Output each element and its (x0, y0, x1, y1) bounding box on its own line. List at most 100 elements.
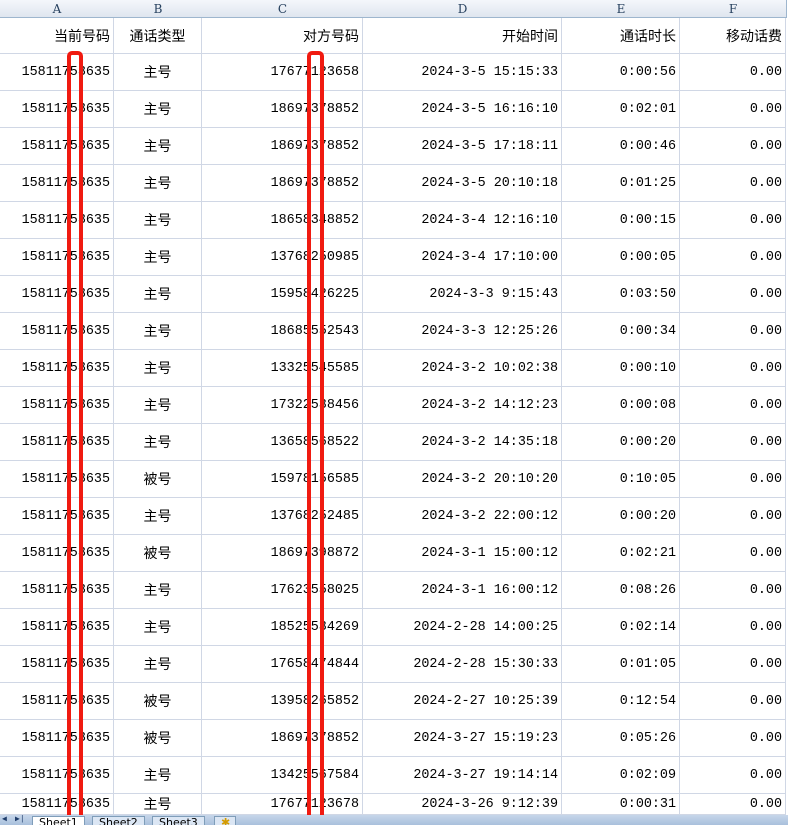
cell-start-time[interactable]: 2024-3-5 20:10:18 (363, 165, 562, 202)
cell-call-type[interactable]: 主号 (114, 239, 202, 276)
cell-start-time[interactable]: 2024-3-1 15:00:12 (363, 535, 562, 572)
cell-call-type[interactable]: 主号 (114, 202, 202, 239)
cell-other-number[interactable]: 17623558025 (202, 572, 363, 609)
cell-duration[interactable]: 0:00:20 (562, 424, 680, 461)
cell-call-type[interactable]: 被号 (114, 535, 202, 572)
cell-mobile-fee[interactable]: 0.00 (680, 350, 786, 387)
cell-duration[interactable]: 0:02:01 (562, 91, 680, 128)
header-start-time[interactable]: 开始时间 (363, 18, 562, 54)
prev-sheet-icon[interactable]: ◀ (2, 815, 7, 824)
column-header-a[interactable]: A (0, 0, 115, 18)
cell-current-number[interactable]: 15811753635 (0, 239, 114, 276)
cell-other-number[interactable]: 13325545585 (202, 350, 363, 387)
header-other-number[interactable]: 对方号码 (202, 18, 363, 54)
header-duration[interactable]: 通话时长 (562, 18, 680, 54)
cell-duration[interactable]: 0:08:26 (562, 572, 680, 609)
cell-duration[interactable]: 0:00:31 (562, 794, 680, 815)
cell-start-time[interactable]: 2024-3-27 15:19:23 (363, 720, 562, 757)
cell-start-time[interactable]: 2024-3-2 20:10:20 (363, 461, 562, 498)
cell-mobile-fee[interactable]: 0.00 (680, 757, 786, 794)
cell-duration[interactable]: 0:02:09 (562, 757, 680, 794)
cell-current-number[interactable]: 15811753635 (0, 128, 114, 165)
cell-start-time[interactable]: 2024-3-5 16:16:10 (363, 91, 562, 128)
cell-other-number[interactable]: 18685552543 (202, 313, 363, 350)
cell-duration[interactable]: 0:02:14 (562, 609, 680, 646)
cell-call-type[interactable]: 主号 (114, 572, 202, 609)
cell-other-number[interactable]: 13958265852 (202, 683, 363, 720)
cell-mobile-fee[interactable]: 0.00 (680, 683, 786, 720)
cell-other-number[interactable]: 18697378852 (202, 165, 363, 202)
cell-call-type[interactable]: 被号 (114, 683, 202, 720)
cell-current-number[interactable]: 15811753635 (0, 202, 114, 239)
cell-call-type[interactable]: 主号 (114, 498, 202, 535)
cell-other-number[interactable]: 18697378852 (202, 720, 363, 757)
cell-other-number[interactable]: 13768252485 (202, 498, 363, 535)
cell-current-number[interactable]: 15811753635 (0, 165, 114, 202)
cell-mobile-fee[interactable]: 0.00 (680, 609, 786, 646)
cell-current-number[interactable]: 15811753635 (0, 498, 114, 535)
cell-duration[interactable]: 0:00:05 (562, 239, 680, 276)
cell-call-type[interactable]: 主号 (114, 387, 202, 424)
cell-mobile-fee[interactable]: 0.00 (680, 646, 786, 683)
header-mobile-fee[interactable]: 移动话费 (680, 18, 786, 54)
column-header-c[interactable]: C (202, 0, 364, 18)
cell-current-number[interactable]: 15811753635 (0, 683, 114, 720)
cell-duration[interactable]: 0:00:10 (562, 350, 680, 387)
cell-start-time[interactable]: 2024-3-27 19:14:14 (363, 757, 562, 794)
cell-mobile-fee[interactable]: 0.00 (680, 313, 786, 350)
cell-current-number[interactable]: 15811753635 (0, 313, 114, 350)
cell-other-number[interactable]: 13658568522 (202, 424, 363, 461)
cell-start-time[interactable]: 2024-3-4 12:16:10 (363, 202, 562, 239)
cell-current-number[interactable]: 15811753635 (0, 720, 114, 757)
cell-mobile-fee[interactable]: 0.00 (680, 424, 786, 461)
cell-duration[interactable]: 0:02:21 (562, 535, 680, 572)
cell-current-number[interactable]: 15811753635 (0, 461, 114, 498)
cell-call-type[interactable]: 被号 (114, 720, 202, 757)
cell-other-number[interactable]: 18658348852 (202, 202, 363, 239)
cell-current-number[interactable]: 15811753635 (0, 572, 114, 609)
cell-mobile-fee[interactable]: 0.00 (680, 535, 786, 572)
cell-start-time[interactable]: 2024-3-26 9:12:39 (363, 794, 562, 815)
cell-duration[interactable]: 0:12:54 (562, 683, 680, 720)
sheet-tab-2[interactable]: Sheet2 (92, 816, 145, 825)
cell-duration[interactable]: 0:00:56 (562, 54, 680, 91)
cell-mobile-fee[interactable]: 0.00 (680, 239, 786, 276)
cell-current-number[interactable]: 15811753635 (0, 646, 114, 683)
cell-current-number[interactable]: 15811753635 (0, 91, 114, 128)
cell-other-number[interactable]: 15978156585 (202, 461, 363, 498)
sheet-tab-3[interactable]: Sheet3 (152, 816, 205, 825)
cell-mobile-fee[interactable]: 0.00 (680, 387, 786, 424)
cell-mobile-fee[interactable]: 0.00 (680, 91, 786, 128)
cell-current-number[interactable]: 15811753635 (0, 54, 114, 91)
cell-start-time[interactable]: 2024-3-2 14:35:18 (363, 424, 562, 461)
cell-current-number[interactable]: 15811753635 (0, 350, 114, 387)
cell-current-number[interactable]: 15811753635 (0, 794, 114, 815)
cell-current-number[interactable]: 15811753635 (0, 387, 114, 424)
cell-other-number[interactable]: 18525534269 (202, 609, 363, 646)
cell-start-time[interactable]: 2024-2-28 14:00:25 (363, 609, 562, 646)
cell-call-type[interactable]: 主号 (114, 276, 202, 313)
cell-start-time[interactable]: 2024-3-1 16:00:12 (363, 572, 562, 609)
cell-current-number[interactable]: 15811753635 (0, 535, 114, 572)
cell-other-number[interactable]: 18697398872 (202, 535, 363, 572)
cell-mobile-fee[interactable]: 0.00 (680, 165, 786, 202)
cell-current-number[interactable]: 15811753635 (0, 609, 114, 646)
cell-current-number[interactable]: 15811753635 (0, 424, 114, 461)
cell-start-time[interactable]: 2024-3-5 17:18:11 (363, 128, 562, 165)
cell-call-type[interactable]: 主号 (114, 424, 202, 461)
cell-mobile-fee[interactable]: 0.00 (680, 276, 786, 313)
column-header-e[interactable]: E (562, 0, 681, 18)
cell-call-type[interactable]: 主号 (114, 350, 202, 387)
cell-start-time[interactable]: 2024-2-28 15:30:33 (363, 646, 562, 683)
column-header-d[interactable]: D (363, 0, 563, 18)
cell-call-type[interactable]: 主号 (114, 91, 202, 128)
cell-call-type[interactable]: 被号 (114, 461, 202, 498)
cell-call-type[interactable]: 主号 (114, 313, 202, 350)
cell-call-type[interactable]: 主号 (114, 165, 202, 202)
cell-start-time[interactable]: 2024-3-4 17:10:00 (363, 239, 562, 276)
cell-current-number[interactable]: 15811753635 (0, 757, 114, 794)
cell-mobile-fee[interactable]: 0.00 (680, 720, 786, 757)
cell-other-number[interactable]: 13425567584 (202, 757, 363, 794)
cell-call-type[interactable]: 主号 (114, 609, 202, 646)
cell-start-time[interactable]: 2024-3-5 15:15:33 (363, 54, 562, 91)
